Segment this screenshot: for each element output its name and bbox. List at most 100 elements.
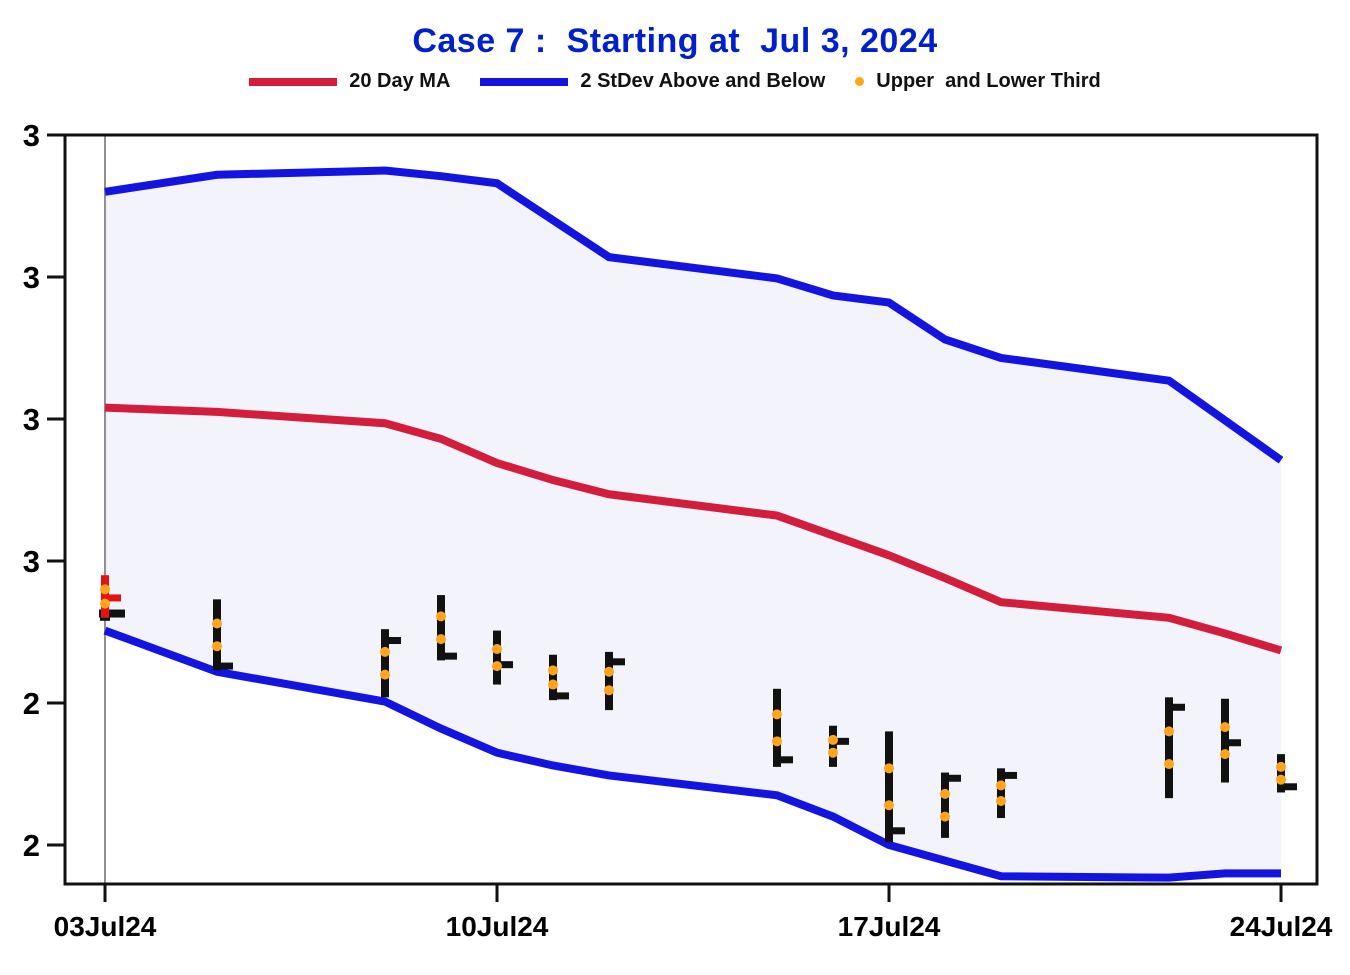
hlc-bar-24Jul24 xyxy=(1276,754,1297,793)
high-low-bar xyxy=(493,630,501,685)
upper-third-dot xyxy=(436,611,446,622)
lower-third-dot xyxy=(772,736,782,747)
upper-third-dot xyxy=(1220,722,1230,733)
upper-third-dot xyxy=(492,644,502,655)
close-tick xyxy=(777,756,793,764)
hlc-bar-16Jul24 xyxy=(828,725,849,767)
high-low-bar xyxy=(1277,754,1285,793)
high-low-bar xyxy=(437,595,445,661)
upper-third-dot xyxy=(828,734,838,745)
y-axis-label-3: 3 xyxy=(23,544,40,579)
chart-title: Case 7 : Starting at Jul 3, 2024 xyxy=(412,22,938,60)
hlc-bar-19Jul24 xyxy=(996,768,1017,819)
legend-item-0: 20 Day MA xyxy=(249,70,450,93)
lower-third-dot xyxy=(604,685,614,696)
close-tick xyxy=(945,774,961,782)
open-tick xyxy=(99,609,125,618)
lower-third-dot xyxy=(884,800,894,811)
lower-third-dot xyxy=(828,747,838,758)
upper-third-dot xyxy=(772,709,782,720)
lower-third-dot xyxy=(436,634,446,645)
upper-stdev-line xyxy=(104,166,1284,464)
close-tick xyxy=(553,692,569,700)
hlc-bar-09Jul24 xyxy=(436,595,457,661)
lower-third-dot xyxy=(1276,774,1286,785)
high-low-bar xyxy=(549,654,557,701)
high-low-bar xyxy=(773,688,781,767)
high-low-bar xyxy=(605,651,613,711)
lower-third-dot xyxy=(100,598,110,609)
close-tick xyxy=(217,662,233,670)
hlc-bar-10Jul24 xyxy=(492,630,513,685)
dot-swatch-icon xyxy=(855,77,865,86)
high-low-bar xyxy=(885,731,893,843)
line-swatch-icon xyxy=(249,77,338,86)
upper-third-dot xyxy=(604,666,614,677)
lower-third-dot xyxy=(212,641,222,652)
plot-frame xyxy=(63,133,1319,886)
close-tick xyxy=(105,594,121,602)
hlc-bar-05Jul24 xyxy=(212,599,233,671)
hlc-bar-11Jul24 xyxy=(548,654,569,701)
close-tick xyxy=(497,661,513,669)
close-tick xyxy=(889,827,905,835)
high-low-bar xyxy=(829,725,837,767)
upper-third-dot xyxy=(380,646,390,657)
hlc-bar-08Jul24 xyxy=(380,629,401,698)
lower-third-dot xyxy=(380,669,390,680)
legend-label: Upper and Lower Third xyxy=(876,70,1101,92)
hlc-bar-17Jul24 xyxy=(884,731,905,843)
upper-third-dot xyxy=(212,618,222,629)
lower-third-dot xyxy=(996,795,1006,806)
lower-third-dot xyxy=(940,811,950,822)
high-low-bar xyxy=(997,768,1005,819)
legend-item-2: Upper and Lower Third xyxy=(855,70,1101,93)
high-low-bar xyxy=(381,629,389,698)
hlc-bar-22Jul24 xyxy=(1164,697,1185,799)
lower-third-dot xyxy=(1220,749,1230,760)
x-axis-label-2: 17Jul24 xyxy=(838,911,941,942)
close-tick xyxy=(385,637,401,645)
hlc-bar-03Jul24 xyxy=(99,575,125,621)
hlc-bar-15Jul24 xyxy=(772,688,793,767)
ma-line xyxy=(104,403,1283,655)
lower-third-dot xyxy=(492,661,502,672)
high-low-bar xyxy=(941,772,949,838)
hlc-bar-23Jul24 xyxy=(1220,698,1241,783)
x-axis-label-3: 24Jul24 xyxy=(1230,911,1333,942)
close-tick xyxy=(609,658,625,666)
lower-stdev-line xyxy=(103,626,1281,882)
bar-base xyxy=(100,615,110,621)
close-tick xyxy=(1281,783,1297,791)
close-tick xyxy=(1225,739,1241,747)
y-axis-label-5: 2 xyxy=(23,828,40,863)
upper-third-dot xyxy=(996,780,1006,791)
high-low-bar xyxy=(1165,697,1173,799)
x-axis-label-0: 03Jul24 xyxy=(54,911,157,942)
lower-third-dot xyxy=(548,679,558,690)
y-axis-label-2: 3 xyxy=(23,402,40,437)
high-low-bar xyxy=(213,599,221,671)
y-axis-label-4: 2 xyxy=(23,686,40,721)
upper-third-dot xyxy=(548,665,558,676)
line-swatch-icon xyxy=(480,77,569,86)
upper-third-dot xyxy=(1276,761,1286,772)
chart-legend: 20 Day MA 2 StDev Above and Below Upper an… xyxy=(0,70,1350,93)
legend-item-1: 2 StDev Above and Below xyxy=(480,70,825,93)
y-axis-label-1: 3 xyxy=(23,260,40,295)
lower-third-dot xyxy=(1164,759,1174,770)
close-tick xyxy=(1169,703,1185,711)
close-tick xyxy=(441,652,457,660)
legend-label: 20 Day MA xyxy=(349,70,451,92)
stdev-band-fill xyxy=(105,170,1281,878)
x-axis-label-1: 10Jul24 xyxy=(446,911,549,942)
upper-third-dot xyxy=(100,584,110,595)
upper-third-dot xyxy=(940,788,950,799)
upper-third-dot xyxy=(1164,726,1174,737)
close-tick xyxy=(1001,771,1017,779)
upper-third-dot xyxy=(884,763,894,774)
legend-label: 2 StDev Above and Below xyxy=(580,70,826,92)
close-tick xyxy=(833,737,849,745)
